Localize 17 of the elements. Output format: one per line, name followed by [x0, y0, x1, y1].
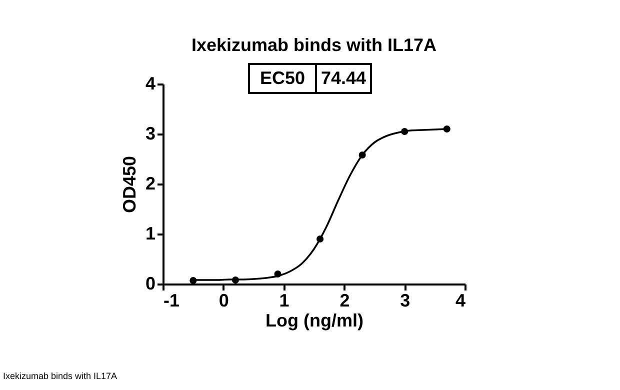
y-tick-label: 4 — [145, 74, 156, 94]
y-axis-title: OD450 — [119, 156, 140, 214]
annotation: 74.44 — [316, 63, 372, 94]
y-tick-label: 2 — [145, 174, 156, 194]
y-tick-label: 0 — [145, 274, 156, 294]
x-tick-label: 0 — [218, 290, 229, 310]
x-tick-label: 4 — [455, 290, 466, 310]
y-tick-label: 3 — [145, 124, 156, 144]
x-tick-label: 3 — [400, 290, 410, 310]
x-tick-label: -1 — [164, 290, 180, 310]
x-tick-label: 2 — [340, 290, 350, 310]
annotation: EC50 — [248, 63, 317, 94]
y-tick-label: 1 — [145, 224, 156, 244]
text: Ixekizumab binds with IL17A — [3, 371, 118, 381]
chart-title: Ixekizumab binds with IL17A — [191, 35, 437, 55]
x-axis-title: Log (ng/ml) — [266, 310, 364, 330]
x-tick-label: 1 — [279, 290, 290, 310]
